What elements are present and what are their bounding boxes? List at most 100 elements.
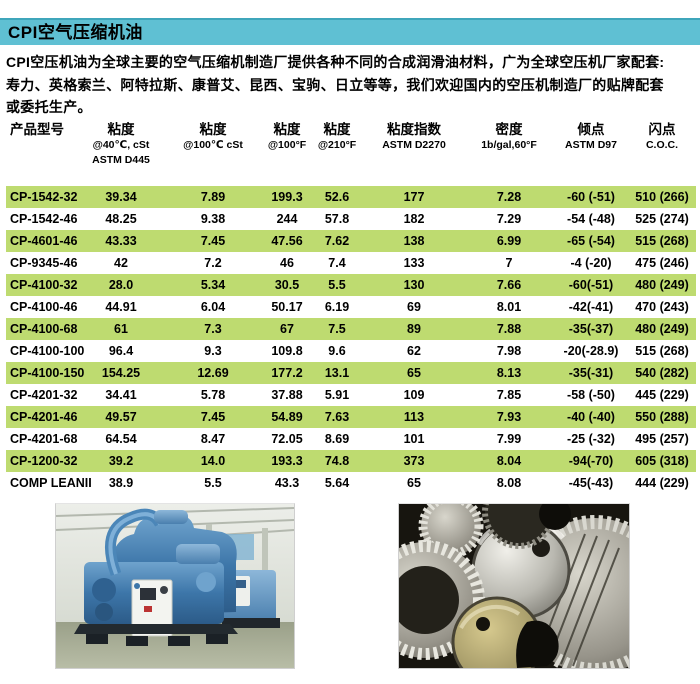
table-row: CP-4601-46 43.33 7.45 47.56 7.62 138 6.99 -65 (… bbox=[6, 230, 696, 252]
table-row: CP-4201-32 34.41 5.78 37.88 5.91 109 7.85 -58 (… bbox=[6, 384, 696, 406]
model-cell: CP-1542-46 bbox=[10, 212, 78, 226]
table-header: 产品型号 粘度 @40℃, cSt ASTM D445 粘度 @100℃ cSt… bbox=[6, 121, 696, 168]
value-cell: 9.6 bbox=[328, 344, 346, 358]
value-cell: 48.25 bbox=[105, 212, 137, 226]
value-cell: 7.5 bbox=[328, 322, 346, 336]
value-cell: 38.9 bbox=[108, 476, 134, 490]
value-cell: 42 bbox=[114, 256, 128, 270]
table-row: CP-1542-46 48.25 9.38 244 57.8 182 7.29 -54 (-4… bbox=[6, 208, 696, 230]
value-cell: 244 bbox=[276, 212, 298, 226]
value-cell: 14.0 bbox=[200, 454, 226, 468]
value-cell: 12.69 bbox=[197, 366, 229, 380]
table-row: CP-4100-100 96.4 9.3 109.8 9.6 62 7.98 -20(-28.… bbox=[6, 340, 696, 362]
intro-line: 寿力、英格索兰、阿特拉斯、康普艾、昆西、宝驹、日立等等，我们欢迎国内的空压机制造… bbox=[6, 76, 664, 93]
table-body: CP-1542-32 39.34 7.89 199.3 52.6 177 7.28 -60 (… bbox=[6, 186, 696, 494]
value-cell: 8.01 bbox=[496, 300, 522, 314]
value-cell: 510 (266) bbox=[635, 190, 689, 204]
model-cell: CP-4100-150 bbox=[10, 366, 85, 380]
value-cell: 57.8 bbox=[324, 212, 350, 226]
intro-line: 或委托生产。 bbox=[6, 99, 92, 115]
value-cell: 72.05 bbox=[271, 432, 303, 446]
model-cell: CP-4201-68 bbox=[10, 432, 78, 446]
gears-photo-art bbox=[399, 504, 629, 668]
value-cell: -58 (-50) bbox=[567, 388, 615, 402]
value-cell: 182 bbox=[403, 212, 425, 226]
value-cell: 525 (274) bbox=[635, 212, 689, 226]
value-cell: 177.2 bbox=[271, 366, 303, 380]
value-cell: 50.17 bbox=[271, 300, 303, 314]
value-cell: 54.89 bbox=[271, 410, 303, 424]
intro-line: CPI空压机油为全球主要的空气压缩机制造厂提供各种不同的合成润滑油材料，广为全球… bbox=[6, 54, 665, 70]
value-cell: 6.19 bbox=[324, 300, 350, 314]
model-cell: CP-4100-32 bbox=[10, 278, 78, 292]
table-row: CP-4100-150 154.25 12.69 177.2 13.1 65 8.13 -35… bbox=[6, 362, 696, 384]
value-cell: 7.88 bbox=[496, 322, 522, 336]
value-cell: 373 bbox=[403, 454, 425, 468]
value-cell: 46 bbox=[280, 256, 294, 270]
value-cell: 177 bbox=[403, 190, 425, 204]
value-cell: 444 (229) bbox=[635, 476, 689, 490]
value-cell: 13.1 bbox=[324, 366, 350, 380]
value-cell: 96.4 bbox=[108, 344, 134, 358]
value-cell: 37.88 bbox=[271, 388, 303, 402]
value-cell: 7.93 bbox=[496, 410, 522, 424]
value-cell: -40 (-40) bbox=[567, 410, 615, 424]
value-cell: 7.45 bbox=[200, 410, 226, 424]
value-cell: 7.4 bbox=[328, 256, 346, 270]
value-cell: 8.69 bbox=[324, 432, 350, 446]
value-cell: -65 (-54) bbox=[567, 234, 615, 248]
value-cell: -54 (-48) bbox=[567, 212, 615, 226]
value-cell: -4 (-20) bbox=[570, 256, 612, 270]
model-cell: CP-1200-32 bbox=[10, 454, 78, 468]
value-cell: -60 (-51) bbox=[567, 190, 615, 204]
model-cell: CP-4100-100 bbox=[10, 344, 85, 358]
value-cell: 5.64 bbox=[324, 476, 350, 490]
section-title-bar: CPI空气压缩机油 bbox=[0, 18, 700, 45]
value-cell: 6.99 bbox=[496, 234, 522, 248]
value-cell: 7.63 bbox=[324, 410, 350, 424]
column-header-viscosity-210f: 粘度 @210°F bbox=[317, 122, 357, 151]
value-cell: 62 bbox=[407, 344, 421, 358]
value-cell: -42(-41) bbox=[568, 300, 614, 314]
intro-paragraph: CPI空压机油为全球主要的空气压缩机制造厂提供各种不同的合成润滑油材料，广为全球… bbox=[6, 51, 698, 119]
value-cell: 199.3 bbox=[271, 190, 303, 204]
spec-table: 产品型号 粘度 @40℃, cSt ASTM D445 粘度 @100℃ cSt… bbox=[6, 121, 696, 168]
table-row: CP-1542-32 39.34 7.89 199.3 52.6 177 7.28 -60 (… bbox=[6, 186, 696, 208]
value-cell: 65 bbox=[407, 366, 421, 380]
value-cell: 5.34 bbox=[200, 278, 226, 292]
value-cell: 8.13 bbox=[496, 366, 522, 380]
value-cell: 193.3 bbox=[271, 454, 303, 468]
value-cell: -35(-37) bbox=[568, 322, 614, 336]
value-cell: 39.34 bbox=[105, 190, 137, 204]
table-row: COMP LEANII 38.9 5.5 43.3 5.64 65 8.08 -45(-43)… bbox=[6, 472, 696, 494]
column-header-model: 产品型号 bbox=[10, 122, 64, 137]
value-cell: 133 bbox=[403, 256, 425, 270]
value-cell: 7.29 bbox=[496, 212, 522, 226]
value-cell: 154.25 bbox=[101, 366, 141, 380]
value-cell: -94(-70) bbox=[568, 454, 614, 468]
value-cell: 5.5 bbox=[204, 476, 222, 490]
value-cell: 7.98 bbox=[496, 344, 522, 358]
value-cell: 109.8 bbox=[271, 344, 303, 358]
value-cell: 5.91 bbox=[324, 388, 350, 402]
value-cell: 495 (257) bbox=[635, 432, 689, 446]
value-cell: 34.41 bbox=[105, 388, 137, 402]
value-cell: 49.57 bbox=[105, 410, 137, 424]
value-cell: 7.28 bbox=[496, 190, 522, 204]
value-cell: 30.5 bbox=[274, 278, 300, 292]
value-cell: 113 bbox=[403, 410, 425, 424]
gears-photo bbox=[398, 503, 630, 669]
value-cell: -35(-31) bbox=[568, 366, 614, 380]
model-cell: CP-4100-68 bbox=[10, 322, 78, 336]
value-cell: 39.2 bbox=[108, 454, 134, 468]
model-cell: CP-4201-46 bbox=[10, 410, 78, 424]
model-cell: CP-9345-46 bbox=[10, 256, 78, 270]
value-cell: 480 (249) bbox=[635, 322, 689, 336]
column-header-viscosity-100c: 粘度 @100℃ cSt bbox=[183, 122, 243, 151]
column-header-density: 密度 1b/gal,60°F bbox=[481, 122, 537, 151]
table-row: CP-4100-32 28.0 5.34 30.5 5.5 130 7.66 -60(-51)… bbox=[6, 274, 696, 296]
value-cell: 7 bbox=[505, 256, 513, 270]
value-cell: 515 (268) bbox=[635, 344, 689, 358]
value-cell: -20(-28.9) bbox=[563, 344, 619, 358]
value-cell: 109 bbox=[403, 388, 425, 402]
